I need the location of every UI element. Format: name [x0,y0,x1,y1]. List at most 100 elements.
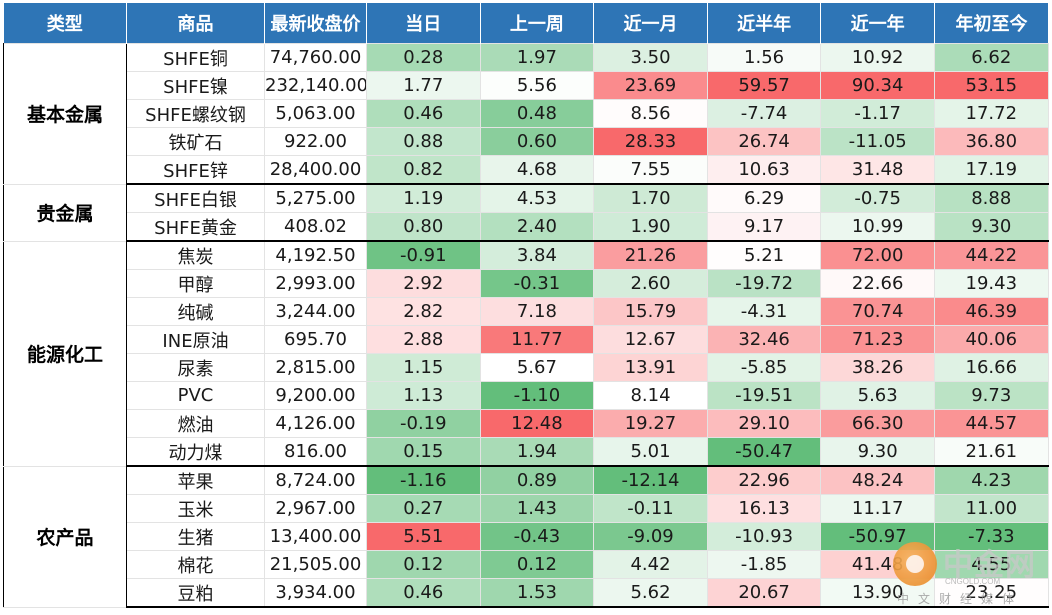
commodity-name: SHFE锌 [126,155,265,185]
latest-close: 13,400.00 [264,522,367,551]
change-value: 22.96 [706,465,822,495]
table-row: 棉花 21,505.00 0.12 0.12 4.42 -1.85 41.48 4.55 [4,550,1049,579]
change-value: 1.53 [479,578,595,608]
latest-close: 74,760.00 [264,43,367,72]
commodity-name: 棉花 [126,550,265,579]
change-value: 12.67 [593,325,708,354]
change-value: 13.90 [820,578,935,608]
header-one-year: 近一年 [820,3,935,44]
change-value: -50.97 [820,522,935,551]
latest-close: 28,400.00 [264,155,367,185]
change-value: 4.55 [933,550,1049,579]
change-value: -1.85 [706,550,822,579]
commodity-name: SHFE白银 [126,183,265,213]
table-row: 铁矿石 922.00 0.88 0.60 28.33 26.74 -11.05 36.80 [4,127,1049,156]
latest-close: 3,934.00 [264,578,367,608]
commodity-name: 铁矿石 [126,127,265,156]
latest-close: 5,063.00 [264,99,367,128]
change-value: -0.43 [479,522,595,551]
latest-close: 408.02 [264,212,367,242]
latest-close: 9,200.00 [264,381,367,410]
change-value: 2.92 [366,269,481,298]
change-value: -0.11 [593,494,708,523]
table-row: 能源化工 焦炭 4,192.50 -0.91 3.84 21.26 5.21 72.00 44.… [3,240,1049,467]
change-value: 0.46 [366,578,481,608]
change-value: 0.48 [479,99,595,128]
change-value: 19.43 [933,269,1049,298]
change-value: 10.92 [820,43,935,72]
change-value: 4.23 [933,465,1049,495]
latest-close: 21,505.00 [264,550,367,579]
change-value: 7.55 [593,155,708,185]
change-value: 1.13 [366,381,481,410]
change-value: -0.75 [820,183,935,213]
change-value: 2.60 [593,269,708,298]
change-value: 23.25 [933,578,1049,608]
commodity-name: SHFE黄金 [126,212,265,242]
change-value: 3.84 [479,240,595,270]
change-value: -19.72 [706,269,822,298]
change-value: 3.50 [593,43,708,72]
change-value: 2.40 [479,212,595,242]
change-value: -11.05 [820,127,935,156]
commodity-name: 纯碱 [126,297,265,326]
change-value: 13.91 [593,353,708,382]
table-row: 生猪 13,400.00 5.51 -0.43 -9.09 -10.93 -50.97 -7.… [4,522,1049,551]
change-value: -12.14 [593,465,708,495]
latest-close: 695.70 [264,325,367,354]
change-value: 1.43 [479,494,595,523]
change-value: 0.82 [366,155,481,185]
change-value: 10.99 [820,212,935,242]
change-value: 17.72 [933,99,1049,128]
change-value: 21.61 [933,437,1049,467]
change-value: 6.29 [706,183,822,213]
change-value: 9.73 [933,381,1049,410]
category-cell: 贵金属 [3,183,127,242]
change-value: 1.90 [593,212,708,242]
change-value: -0.91 [366,240,481,270]
change-value: 9.17 [706,212,822,242]
table-row: 燃油 4,126.00 -0.19 12.48 19.27 29.10 66.30 44.57 [4,409,1049,438]
change-value: 1.97 [479,43,595,72]
commodity-name: SHFE镍 [126,71,265,100]
change-value: 1.56 [706,43,822,72]
change-value: -1.10 [479,381,595,410]
table-row: 基本金属 SHFE铜 74,760.00 0.28 1.97 3.50 1.56 10.92 6… [3,43,1049,185]
header-latest-close: 最新收盘价 [264,3,367,44]
change-value: -4.31 [706,297,822,326]
change-value: 0.12 [366,550,481,579]
change-value: -10.93 [706,522,822,551]
change-value: 41.48 [820,550,935,579]
commodity-performance-table: 类型 商品 最新收盘价 当日 上一周 近一月 近半年 近一年 年初至今 基本金属… [3,3,1049,608]
table-body: 基本金属 SHFE铜 74,760.00 0.28 1.97 3.50 1.56 10.92 6… [3,43,1049,608]
change-value: 26.74 [706,127,822,156]
change-value: 4.53 [479,183,595,213]
table-row: SHFE螺纹钢 5,063.00 0.46 0.48 8.56 -7.74 -1.17 17.… [4,99,1049,128]
category-cell: 能源化工 [3,240,127,467]
change-value: 66.30 [820,409,935,438]
commodity-name: 豆粕 [126,578,265,608]
change-value: 2.82 [366,297,481,326]
change-value: 0.60 [479,127,595,156]
change-value: 12.48 [479,409,595,438]
latest-close: 4,126.00 [264,409,367,438]
table-row: PVC 9,200.00 1.13 -1.10 8.14 -19.51 5.63 9.73 [4,381,1049,410]
change-value: 23.69 [593,71,708,100]
change-value: 5.62 [593,578,708,608]
table-row: INE原油 695.70 2.88 11.77 12.67 32.46 71.23 40.06 [4,325,1049,354]
commodity-name: SHFE螺纹钢 [126,99,265,128]
latest-close: 4,192.50 [264,240,367,270]
latest-close: 8,724.00 [264,465,367,495]
change-value: 1.94 [479,437,595,467]
change-value: 1.15 [366,353,481,382]
change-value: 1.70 [593,183,708,213]
latest-close: 3,244.00 [264,297,367,326]
table-row: 尿素 2,815.00 1.15 5.67 13.91 -5.85 38.26 16.66 [4,353,1049,382]
header-row: 类型 商品 最新收盘价 当日 上一周 近一月 近半年 近一年 年初至今 [3,3,1049,44]
commodity-name: 焦炭 [126,240,265,270]
change-value: -0.19 [366,409,481,438]
change-value: 21.26 [593,240,708,270]
change-value: 4.68 [479,155,595,185]
change-value: 38.26 [820,353,935,382]
change-value: 40.06 [933,325,1049,354]
